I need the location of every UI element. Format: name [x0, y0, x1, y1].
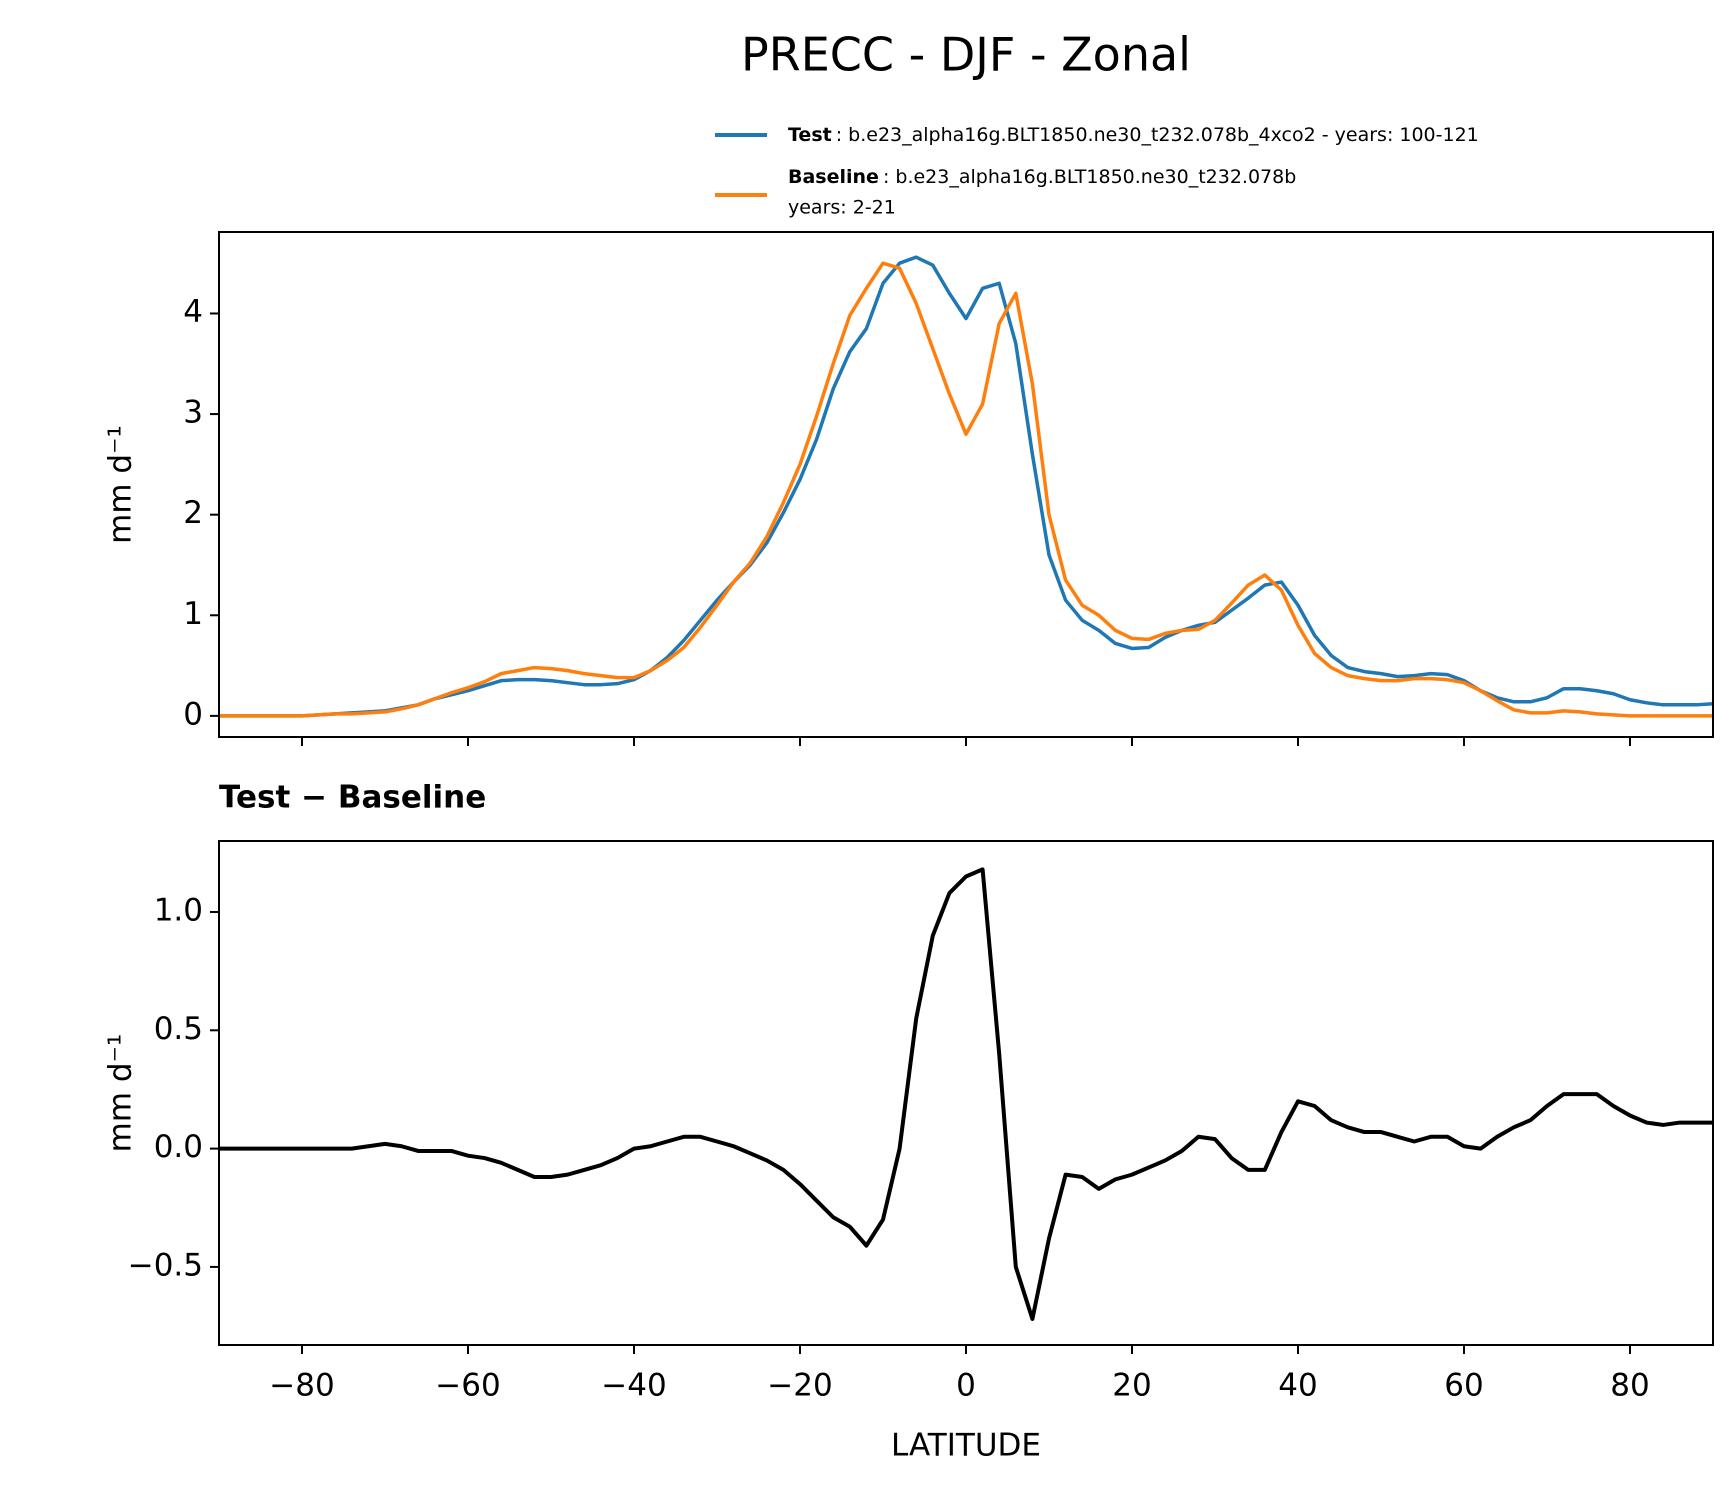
legend-name: Baseline — [788, 166, 879, 188]
y-tick-label: 4 — [183, 294, 203, 330]
y-axis-label: mm d⁻¹ — [103, 1034, 139, 1153]
y-tick-label: 1 — [183, 596, 203, 632]
data-line — [219, 261, 1713, 718]
legend-label-line2: years: 2-21 — [788, 197, 896, 219]
legend-name: Test — [788, 124, 832, 146]
x-tick-label: 40 — [1278, 1368, 1317, 1404]
data-line — [219, 867, 1713, 1321]
y-tick-label: 0.0 — [154, 1129, 203, 1165]
chart-title: PRECC - DJF - Zonal — [741, 28, 1191, 82]
x-tick-label: 0 — [956, 1368, 976, 1404]
x-axis-label: LATITUDE — [891, 1428, 1041, 1464]
y-tick-label: 0 — [183, 696, 203, 732]
x-tick-label: 20 — [1112, 1368, 1151, 1404]
subplot-title: Test − Baseline — [219, 780, 486, 816]
y-axis-label: mm d⁻¹ — [103, 425, 139, 544]
data-line — [219, 255, 1713, 718]
y-tick-label: 2 — [183, 495, 203, 531]
axes-frame — [218, 231, 1714, 738]
legend-label: : b.e23_alpha16g.BLT1850.ne30_t232.078b_… — [836, 124, 1479, 146]
x-tick-label: −80 — [269, 1368, 334, 1404]
axes-frame — [218, 840, 1714, 1346]
y-tick-label: 3 — [183, 395, 203, 431]
x-tick-label: −20 — [767, 1368, 832, 1404]
x-tick-label: −40 — [601, 1368, 666, 1404]
x-tick-label: −60 — [435, 1368, 500, 1404]
y-tick-label: 1.0 — [154, 892, 203, 928]
legend-entry: Baseline: b.e23_alpha16g.BLT1850.ne30_t2… — [788, 166, 1296, 188]
x-tick-label: 60 — [1444, 1368, 1483, 1404]
legend-entry: Test: b.e23_alpha16g.BLT1850.ne30_t232.0… — [788, 124, 1479, 146]
x-tick-label: 80 — [1610, 1368, 1649, 1404]
y-tick-label: −0.5 — [128, 1247, 203, 1283]
legend-label: : b.e23_alpha16g.BLT1850.ne30_t232.078b — [883, 166, 1296, 188]
y-tick-label: 0.5 — [154, 1011, 203, 1047]
